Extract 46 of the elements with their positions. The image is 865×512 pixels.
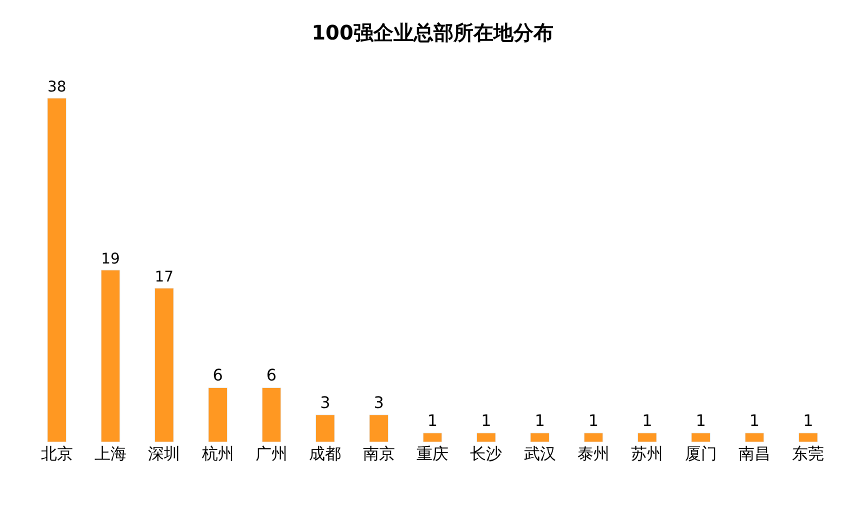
data-label: 1 bbox=[427, 410, 438, 430]
x-tick-label: 厦门 bbox=[684, 444, 717, 463]
x-tick-label: 广州 bbox=[256, 444, 288, 463]
x-tick-label: 武汉 bbox=[524, 444, 556, 463]
bar bbox=[262, 387, 282, 442]
data-label: 3 bbox=[320, 392, 330, 412]
data-label: 38 bbox=[47, 78, 66, 96]
x-tick-label: 上海 bbox=[94, 444, 126, 463]
bar bbox=[798, 432, 818, 442]
data-label: 6 bbox=[266, 366, 277, 385]
data-label: 19 bbox=[101, 250, 120, 268]
data-label: 1 bbox=[803, 410, 814, 430]
data-label: 1 bbox=[534, 410, 545, 430]
bar bbox=[584, 432, 604, 442]
bar bbox=[316, 414, 335, 442]
data-label: 1 bbox=[696, 410, 706, 430]
x-tick-label: 苏州 bbox=[631, 444, 664, 463]
bar bbox=[100, 270, 120, 442]
bar bbox=[638, 432, 657, 442]
data-label: 1 bbox=[481, 410, 492, 430]
x-tick-label: 南京 bbox=[362, 444, 395, 463]
data-label: 6 bbox=[212, 366, 223, 385]
x-tick-label: 泰州 bbox=[578, 444, 610, 463]
data-label: 1 bbox=[642, 410, 652, 430]
data-label: 17 bbox=[154, 268, 174, 286]
x-tick-label: 南昌 bbox=[738, 444, 770, 463]
x-tick-label: 重庆 bbox=[416, 444, 448, 463]
chart-title: 100强企业总部所在地分布 bbox=[312, 20, 554, 45]
x-tick-label: 深圳 bbox=[148, 444, 180, 463]
x-tick-label: 北京 bbox=[40, 444, 73, 463]
x-tick-label: 成都 bbox=[309, 444, 342, 463]
bar bbox=[476, 432, 496, 442]
bar bbox=[208, 387, 228, 442]
x-tick-label: 长沙 bbox=[470, 444, 502, 463]
bar bbox=[154, 288, 174, 442]
data-label: 1 bbox=[588, 410, 599, 430]
bar bbox=[691, 432, 710, 442]
bar bbox=[422, 432, 442, 442]
data-label: 1 bbox=[749, 410, 760, 430]
bar bbox=[47, 98, 66, 442]
data-label: 3 bbox=[374, 392, 384, 412]
x-tick-label: 东莞 bbox=[792, 444, 824, 463]
x-tick-label: 杭州 bbox=[200, 444, 234, 463]
bar bbox=[530, 432, 550, 442]
bar bbox=[369, 414, 388, 442]
bar bbox=[744, 432, 764, 442]
